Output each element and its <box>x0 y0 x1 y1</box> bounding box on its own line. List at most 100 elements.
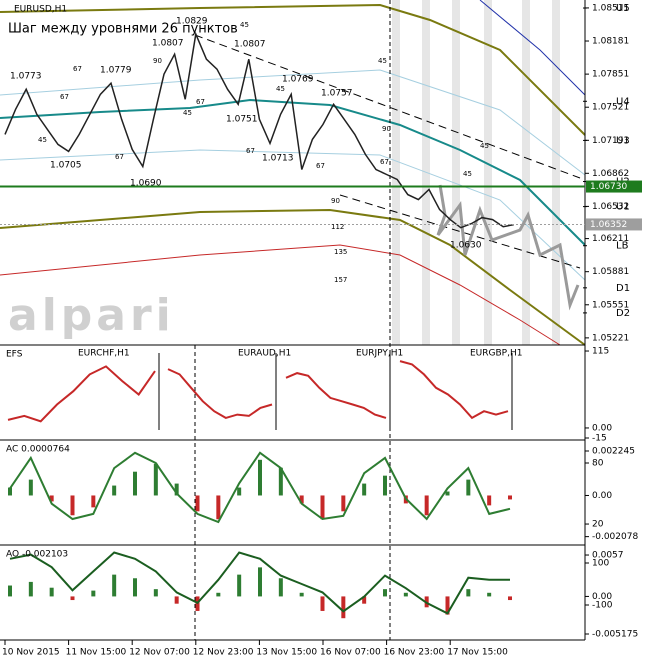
level-label: U5 <box>616 3 630 14</box>
histogram-bar <box>487 495 492 506</box>
x-tick-label: 12 Nov 23:00 <box>193 648 254 658</box>
y-tick-label: 1.07851 <box>592 70 629 80</box>
step-label: 90 <box>331 197 340 205</box>
histogram-bar <box>8 487 12 496</box>
step-label: 67 <box>73 65 82 73</box>
histogram-bar <box>28 479 33 496</box>
step-label: 135 <box>334 248 347 256</box>
histogram-bar <box>237 487 242 496</box>
step-label: 45 <box>38 136 47 144</box>
oscillator-line <box>9 551 510 615</box>
series-label: EURJPY,H1 <box>356 349 403 359</box>
y-tick-label: 20 <box>592 520 604 530</box>
swing-label: 1.0713 <box>262 154 294 164</box>
histogram-bar <box>424 495 429 516</box>
series-line <box>399 360 509 420</box>
subtitle: Шаг между уровнями 26 пунктов <box>8 22 238 37</box>
y-tick-label: 1.06862 <box>592 169 629 179</box>
y-tick-label: 1.05221 <box>592 333 629 343</box>
step-label: 67 <box>380 158 389 166</box>
level-label: U4 <box>616 96 630 107</box>
step-label: 67 <box>196 98 205 106</box>
histogram-bar <box>174 483 179 496</box>
step-label: 67 <box>115 153 124 161</box>
step-label: 157 <box>334 276 347 284</box>
watermark: alpari <box>8 290 175 341</box>
price-label: 1.06352 <box>590 220 627 230</box>
histogram-bar <box>133 471 137 496</box>
series-line <box>167 368 273 419</box>
histogram-bar <box>49 495 54 502</box>
step-label: 45 <box>276 85 285 93</box>
price-box <box>586 180 642 193</box>
histogram-bar <box>153 463 158 496</box>
swing-label: 1.0807 <box>234 40 266 50</box>
histogram-bar <box>278 467 283 496</box>
level-label: LB <box>616 241 629 252</box>
series-label: EURGBP,H1 <box>470 349 522 359</box>
step-label: 45 <box>183 109 192 117</box>
level-label: D2 <box>616 308 630 319</box>
channels <box>0 0 586 346</box>
level-label: D1 <box>616 283 630 294</box>
x-tick-label: 16 Nov 07:00 <box>320 648 381 658</box>
histogram-bar <box>362 483 367 496</box>
histogram-bar <box>466 479 471 496</box>
histogram-bar <box>8 585 12 597</box>
histogram-bar <box>70 596 75 601</box>
y-tick-label: -15 <box>592 433 607 443</box>
histogram-bar <box>299 495 304 504</box>
histogram-bar <box>91 495 96 508</box>
y-tick-label: 1.08511 <box>592 3 629 13</box>
step-label: 90 <box>153 57 162 65</box>
y-tick-label: 115 <box>592 347 609 357</box>
histogram-bar <box>28 581 33 597</box>
histogram-bar <box>174 596 179 604</box>
step-label: 45 <box>463 170 472 178</box>
y-tick-label: 1.07191 <box>592 136 629 146</box>
swing-label: 1.0829 <box>176 17 208 27</box>
step-label: 67 <box>60 93 69 101</box>
y-tick-label: 0.00 <box>592 423 612 433</box>
oscillator-line <box>9 451 511 524</box>
y-tick-label: 0.0057 <box>592 551 624 561</box>
step-label: 90 <box>382 125 391 133</box>
x-tick-label: 12 Nov 07:00 <box>129 648 190 658</box>
histogram-bar <box>403 592 408 597</box>
swing-label: 1.0705 <box>50 161 82 171</box>
swing-label: 1.0751 <box>226 115 258 125</box>
x-tick-label: 11 Nov 15:00 <box>66 648 127 658</box>
histogram-bar <box>487 592 492 597</box>
swing-label: 1.0630 <box>450 241 482 251</box>
histogram-bar <box>341 596 346 619</box>
x-tick-label: 17 Nov 15:00 <box>447 648 508 658</box>
series-label: EURAUD,H1 <box>238 349 291 359</box>
histogram-bar <box>216 592 221 597</box>
y-tick-label: -100 <box>592 600 613 610</box>
y-tick-label: 1.05551 <box>592 300 629 310</box>
histogram-bar <box>445 491 450 496</box>
histogram-bar <box>299 592 304 597</box>
panel-title: EURUSD,H1 <box>14 5 67 15</box>
y-tick-label: 1.05881 <box>592 267 629 277</box>
y-tick-label: 0.00 <box>592 491 612 501</box>
swing-label: 1.0773 <box>10 72 42 82</box>
histogram-bar <box>133 578 137 597</box>
y-tick-label: 1.06532 <box>592 202 629 212</box>
histogram-bar <box>153 589 158 597</box>
histogram-bar <box>216 495 221 520</box>
y-tick-label: -0.002078 <box>592 532 638 542</box>
y-tick-label: 0.00 <box>592 592 612 602</box>
swing-label: 1.0690 <box>130 179 162 189</box>
panel-title: AO -0.002103 <box>6 550 68 560</box>
series-label: EURCHF,H1 <box>78 349 130 359</box>
histogram-bar <box>258 459 262 496</box>
histogram-bar <box>383 589 387 597</box>
step-label: 112 <box>331 223 344 231</box>
step-label: 67 <box>316 162 325 170</box>
histogram-bar <box>112 574 117 597</box>
y-tick-label: 100 <box>592 558 609 568</box>
level-label: U3 <box>616 135 630 146</box>
